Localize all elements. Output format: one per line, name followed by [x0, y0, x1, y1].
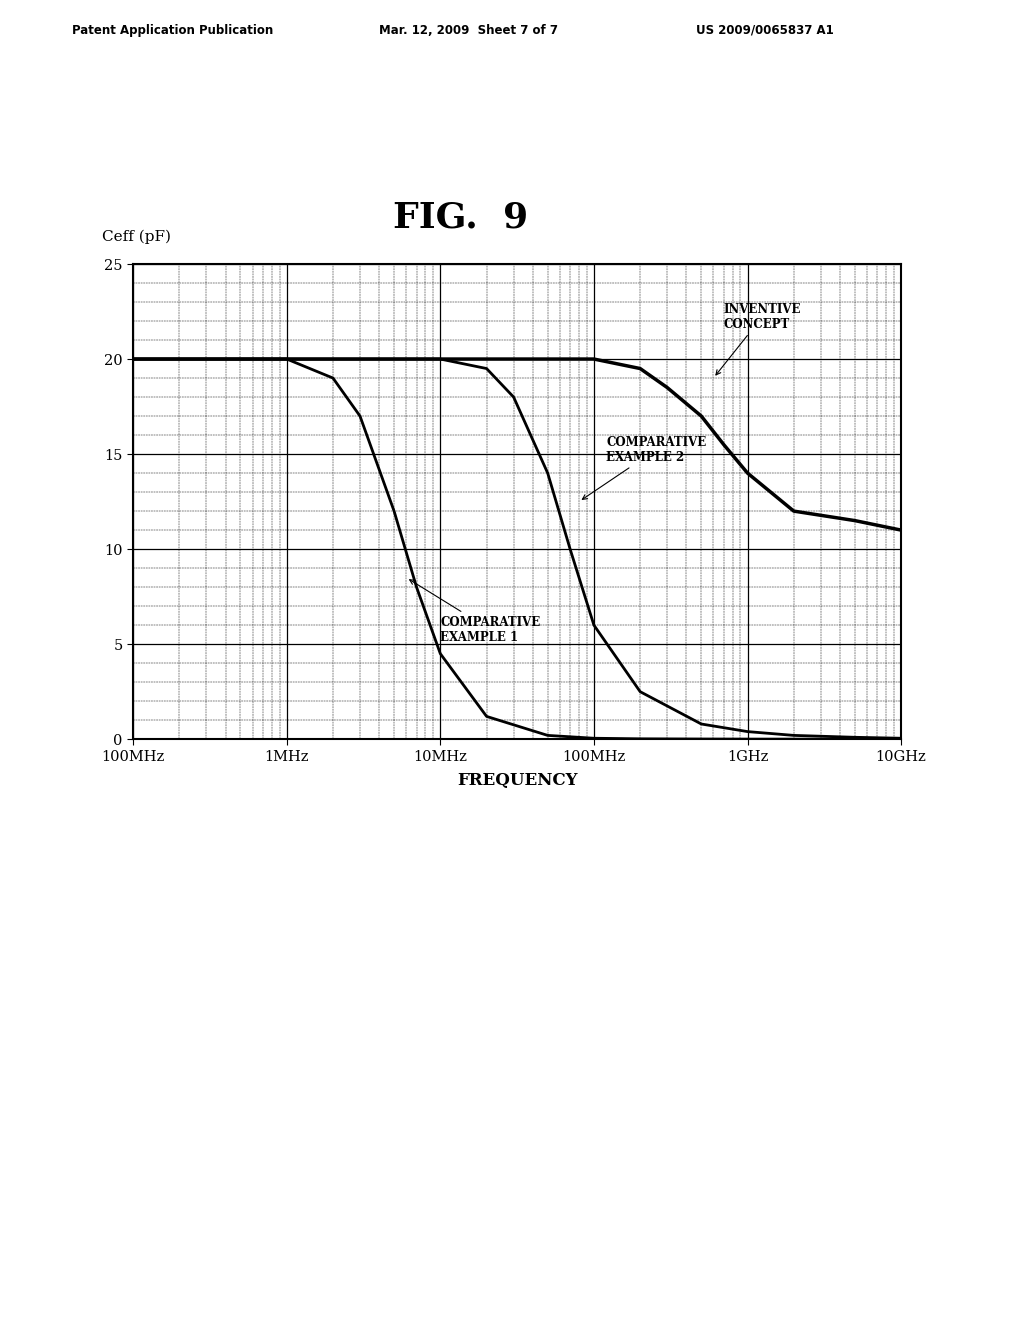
- Text: COMPARATIVE
EXAMPLE 2: COMPARATIVE EXAMPLE 2: [583, 436, 707, 499]
- Text: FIG.  9: FIG. 9: [393, 201, 528, 235]
- Text: US 2009/0065837 A1: US 2009/0065837 A1: [696, 24, 835, 37]
- Text: Patent Application Publication: Patent Application Publication: [72, 24, 273, 37]
- Text: Mar. 12, 2009  Sheet 7 of 7: Mar. 12, 2009 Sheet 7 of 7: [379, 24, 558, 37]
- X-axis label: FREQUENCY: FREQUENCY: [457, 772, 578, 789]
- Text: COMPARATIVE
EXAMPLE 1: COMPARATIVE EXAMPLE 1: [410, 579, 541, 644]
- Text: Ceff (pF): Ceff (pF): [102, 230, 171, 244]
- Text: INVENTIVE
CONCEPT: INVENTIVE CONCEPT: [716, 302, 801, 375]
